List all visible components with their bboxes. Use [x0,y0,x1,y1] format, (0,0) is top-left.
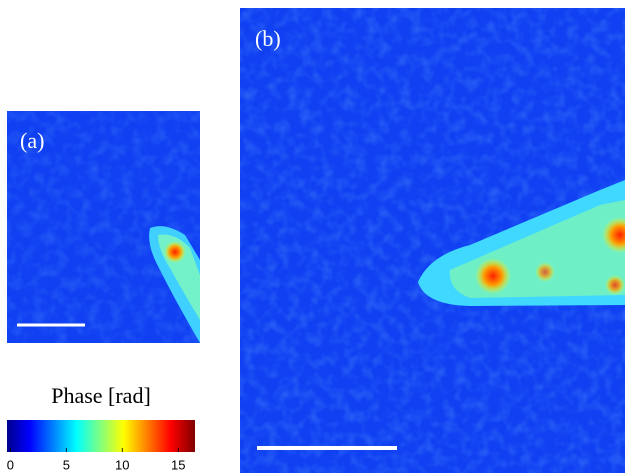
colorbar-ticks: 0 5 10 15 [7,448,185,472]
tick-label: 10 [115,457,129,472]
colorbar-title: Phase [rad] [51,383,151,408]
tick-label: 0 [7,457,14,472]
colorbar [7,420,195,452]
panel-label: (a) [20,128,44,153]
panel-b: (b) [240,8,625,473]
tick-label: 15 [171,457,185,472]
panel-label: (b) [255,26,281,51]
tick-label: 5 [63,457,70,472]
panel-a: (a) [7,111,200,343]
